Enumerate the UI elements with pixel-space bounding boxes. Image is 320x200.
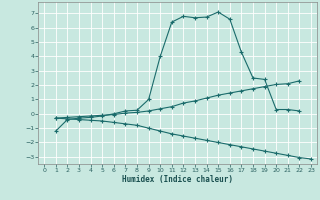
X-axis label: Humidex (Indice chaleur): Humidex (Indice chaleur) — [122, 175, 233, 184]
